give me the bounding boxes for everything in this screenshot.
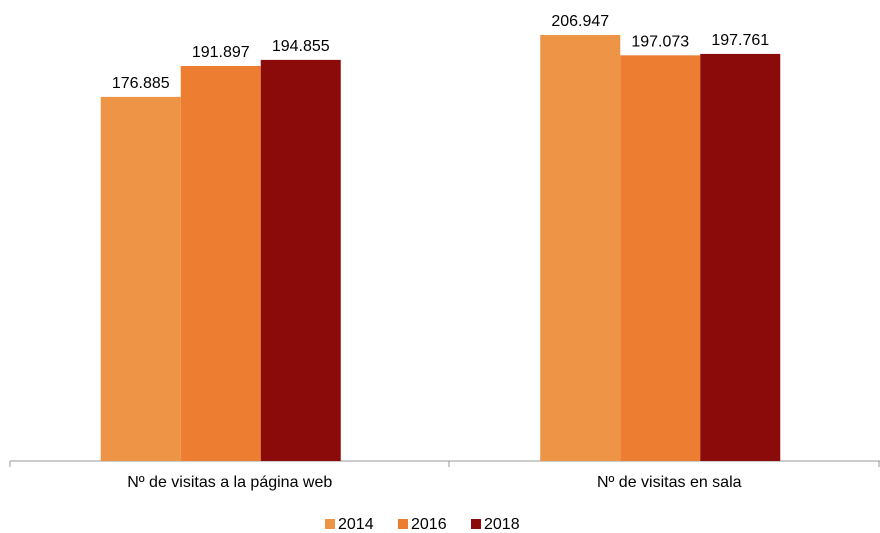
legend-label: 2016 — [411, 516, 447, 533]
data-label: 206.947 — [551, 13, 609, 30]
legend-label: 2014 — [338, 516, 374, 533]
data-label: 191.897 — [192, 44, 250, 61]
legend-swatch — [471, 519, 481, 529]
data-label: 197.073 — [631, 34, 689, 51]
x-tick-label: Nº de visitas en sala — [597, 474, 742, 491]
bar — [180, 65, 261, 461]
legend-swatch — [398, 519, 408, 529]
data-label: 194.855 — [272, 38, 330, 55]
bar — [260, 59, 341, 461]
data-label: 176.885 — [112, 75, 170, 92]
data-label: 197.761 — [711, 32, 769, 49]
legend-swatch — [325, 519, 335, 529]
bar — [620, 55, 701, 461]
x-tick-label: Nº de visitas a la página web — [127, 474, 332, 491]
bar — [540, 35, 621, 461]
bar — [100, 96, 181, 461]
bar — [700, 53, 781, 461]
legend-label: 2018 — [484, 516, 520, 533]
